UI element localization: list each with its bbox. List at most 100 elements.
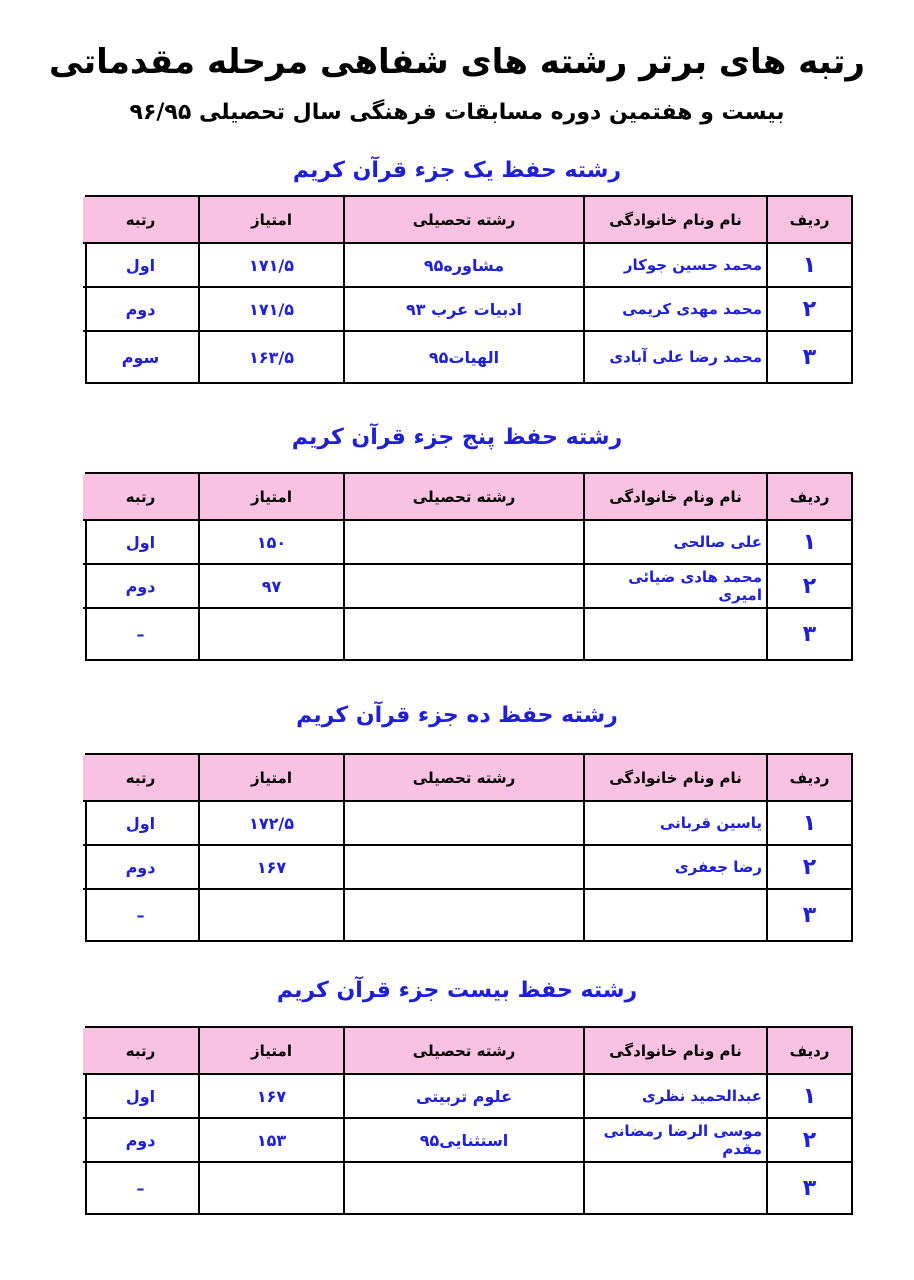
table-cell: ۱ [766,1075,851,1119]
header-row: ردیف نام ونام خانوادگی رشته تحصیلی امتیاز رت… [83,197,851,244]
table-cell: ۲ [766,288,851,332]
table-cell [198,1163,343,1213]
table-cell: ادبیات عرب ۹۳ [343,288,583,332]
header-cell: نام ونام خانوادگی [583,197,766,244]
table-cell: اول [83,521,198,565]
table-row: ۲ محمد هادی ضیائی امیری ۹۷ دوم [83,565,851,609]
header-cell: نام ونام خانوادگی [583,474,766,521]
header-cell: امتیاز [198,474,343,521]
header-cell: امتیاز [198,755,343,802]
table-cell: ۳ [766,332,851,382]
table: ردیف نام ونام خانوادگی رشته تحصیلی امتیاز رت… [83,472,853,661]
table-cell: ۳ [766,890,851,940]
header-cell: امتیاز [198,197,343,244]
table-row: ۱ علی صالحی ۱۵۰ اول [83,521,851,565]
table-row: ۲ رضا جعفری ۱۶۷ دوم [83,846,851,890]
table-row: ۲ موسی الرضا رمضانی مقدم استثنایی۹۵ ۱۵۳ دوم [83,1119,851,1163]
header-cell: رشته تحصیلی [343,755,583,802]
table-cell: ۱۵۳ [198,1119,343,1163]
table-cell: اول [83,244,198,288]
header-row: ردیف نام ونام خانوادگی رشته تحصیلی امتیاز رت… [83,474,851,521]
table-cell: ۳ [766,1163,851,1213]
header-row: ردیف نام ونام خانوادگی رشته تحصیلی امتیاز رت… [83,755,851,802]
table-cell: علی صالحی [583,521,766,565]
header-cell: ردیف [766,755,851,802]
table-cell: سوم [121,347,160,367]
table-cell [198,890,343,940]
table-row: ۳– [87,1163,851,1213]
table-cell: ۱۷۱/۵ [198,288,343,332]
table-cell: دوم [83,565,198,609]
header-cell: نام ونام خانوادگی [583,1028,766,1075]
table-cell [343,846,583,890]
header-cell: رشته تحصیلی [343,1028,583,1075]
section-heading: رشته حفظ ده جزء قرآن کریم [296,703,618,728]
table-cell [343,890,583,940]
table-cell: اول [83,802,198,846]
table-row: ۲ محمد مهدی کریمی ادبیات عرب ۹۳ ۱۷۱/۵ دوم [83,288,851,332]
table-cell: دوم [83,288,198,332]
table-cell: موسی الرضا رمضانی مقدم [583,1119,766,1163]
header-cell: رتبه [83,474,198,521]
table-cell [343,521,583,565]
table-cell: ۱ [766,521,851,565]
title: رتبه های برتر رشته های شفاهی مرحله مقدما… [48,42,866,82]
header-cell: ردیف [766,474,851,521]
table-cell [583,890,766,940]
table-cell: دوم [83,846,198,890]
table-row: ۳– [87,609,851,659]
table-cell [583,609,766,659]
table-cell [198,609,343,659]
table-cell: محمد مهدی کریمی [583,288,766,332]
table-cell: ۱۶۷ [198,846,343,890]
table-cell: دوم [83,1119,198,1163]
header-cell: رتبه [83,197,198,244]
header-cell: ردیف [766,197,851,244]
table-row: ۱ یاسین قربانی ۱۷۲/۵ اول [83,802,851,846]
table-cell: – [136,905,145,925]
header-cell: رتبه [83,755,198,802]
table-cell: علوم تربیتی [343,1075,583,1119]
section-heading: رشته حفظ پنج جزء قرآن کریم [291,425,623,450]
table-cell: استثنایی۹۵ [343,1119,583,1163]
header-cell: رشته تحصیلی [343,474,583,521]
table-row: ۳– [87,890,851,940]
table-cell: ۱ [766,244,851,288]
table: ردیف نام ونام خانوادگی رشته تحصیلی امتیاز رت… [83,1026,853,1215]
table-cell [343,609,583,659]
table-cell: – [136,1178,145,1198]
table-cell: اول [83,1075,198,1119]
table-cell: محمد رضا علی آبادی [583,332,766,382]
table-cell: محمد هادی ضیائی امیری [583,565,766,609]
header-cell: نام ونام خانوادگی [583,755,766,802]
table-cell [343,802,583,846]
section-heading: رشته حفظ بیست جزء قرآن کریم [276,978,638,1003]
table-cell: مشاوره۹۵ [343,244,583,288]
table-cell: ۲ [766,1119,851,1163]
subtitle: بیست و هفتمین دوره مسابقات فرهنگی سال تح… [129,100,785,125]
table-cell [583,1163,766,1213]
table-cell: ۳ [766,609,851,659]
table-cell [343,565,583,609]
table-cell: ۲ [766,565,851,609]
table-cell: – [136,624,145,644]
table-cell: ۱ [766,802,851,846]
table-cell: ۱۶۷ [198,1075,343,1119]
header-cell: امتیاز [198,1028,343,1075]
table-cell [343,1163,583,1213]
table-cell: ۲ [766,846,851,890]
header-cell: رشته تحصیلی [343,197,583,244]
table-row: ۳ محمد رضا علی آبادی الهیات۹۵ ۱۶۳/۵ سوم [87,332,851,382]
section-heading: رشته حفظ یک جزء قرآن کریم [292,158,622,183]
table-cell: الهیات۹۵ [343,332,583,382]
table-row: ۱ محمد حسین جوکار مشاوره۹۵ ۱۷۱/۵ اول [83,244,851,288]
table-row: ۱ عبدالحمید نظری علوم تربیتی ۱۶۷ اول [83,1075,851,1119]
table-cell: ۹۷ [198,565,343,609]
table-cell: یاسین قربانی [583,802,766,846]
header-cell: ردیف [766,1028,851,1075]
table-cell: ۱۷۲/۵ [198,802,343,846]
table: ردیف نام ونام خانوادگی رشته تحصیلی امتیاز رت… [83,753,853,942]
header-row: ردیف نام ونام خانوادگی رشته تحصیلی امتیاز رت… [83,1028,851,1075]
table-cell: محمد حسین جوکار [583,244,766,288]
